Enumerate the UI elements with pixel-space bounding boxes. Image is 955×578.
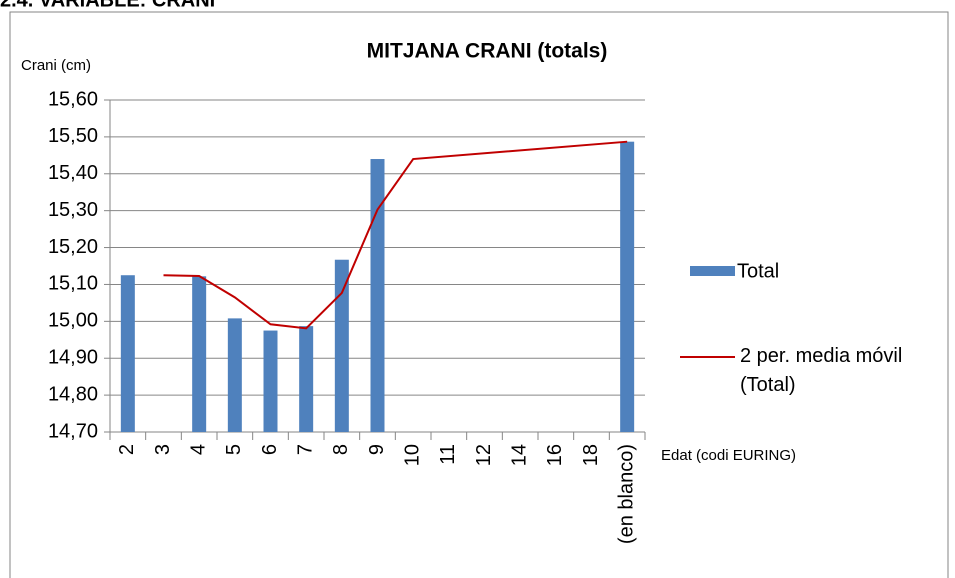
x-tick-label: 8 — [330, 444, 352, 455]
bar — [263, 330, 278, 432]
y-tick-label: 15,10 — [48, 273, 98, 295]
x-tick-label: 6 — [259, 444, 281, 455]
x-tick-label: 14 — [508, 444, 530, 466]
x-axis-label: Edat (codi EURING) — [661, 447, 796, 464]
x-tick-label: 5 — [223, 444, 245, 455]
x-tick-label: (en blanco) — [615, 444, 637, 544]
x-tick-label: 18 — [580, 444, 602, 466]
y-tick-label: 14,80 — [48, 383, 98, 405]
legend-swatch — [690, 266, 735, 276]
x-tick-label: 9 — [366, 444, 388, 455]
y-tick-label: 15,20 — [48, 236, 98, 258]
bar — [370, 159, 385, 432]
y-axis-label: Crani (cm) — [21, 57, 91, 74]
x-tick-label: 4 — [187, 444, 209, 455]
y-tick-label: 15,50 — [48, 125, 98, 147]
section-title: 2.4. VARIABLE: CRANI — [0, 0, 215, 11]
x-tick-label: 11 — [437, 444, 459, 465]
y-tick-label: 15,30 — [48, 199, 98, 221]
moving-average-line — [163, 140, 628, 330]
y-tick-label: 14,70 — [48, 420, 98, 442]
chart-title: MITJANA CRANI (totals) — [367, 40, 608, 63]
x-tick-label: 2 — [116, 444, 138, 455]
bar — [620, 141, 635, 432]
chart-frame — [9, 11, 949, 578]
x-tick-label: 16 — [544, 444, 566, 466]
y-tick-label: 15,40 — [48, 162, 98, 184]
x-tick-label: 3 — [152, 444, 174, 455]
y-tick-label: 15,00 — [48, 310, 98, 332]
bar — [334, 259, 349, 432]
bar — [299, 326, 314, 432]
bar — [120, 275, 135, 432]
x-tick-label: 12 — [473, 444, 495, 466]
y-tick-label: 14,90 — [48, 347, 98, 369]
legend-label: Total — [737, 260, 779, 282]
legend-label: 2 per. media móvil (Total) — [740, 345, 902, 396]
bar — [227, 318, 242, 432]
bar — [192, 276, 207, 432]
x-tick-label: 10 — [401, 444, 423, 466]
y-tick-label: 15,60 — [48, 88, 98, 110]
x-tick-label: 7 — [294, 444, 316, 455]
